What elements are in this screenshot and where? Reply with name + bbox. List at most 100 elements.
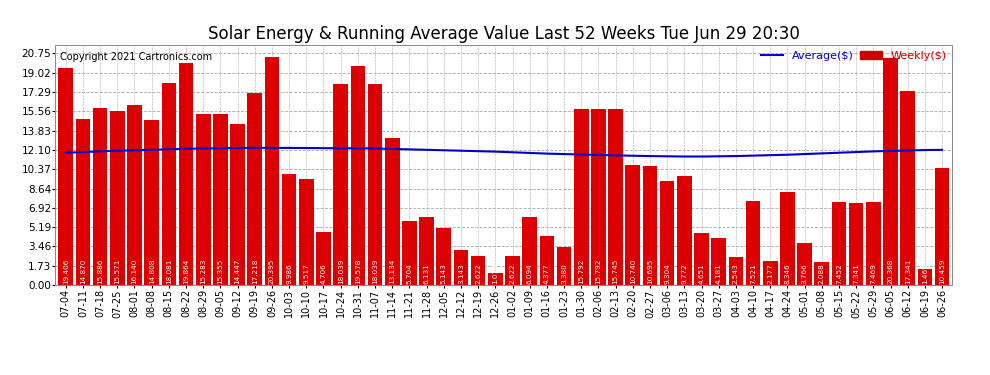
Bar — [334, 84, 347, 285]
Text: 5.704: 5.704 — [407, 263, 413, 284]
Bar — [213, 114, 228, 285]
Text: 14.808: 14.808 — [148, 259, 154, 284]
Bar — [471, 256, 485, 285]
Text: 1.469: 1.469 — [922, 263, 928, 284]
Bar — [712, 238, 726, 285]
Text: 2.622: 2.622 — [475, 263, 481, 284]
Text: 3.380: 3.380 — [561, 263, 567, 284]
Bar — [93, 108, 108, 285]
Bar — [505, 256, 520, 285]
Text: Copyright 2021 Cartronics.com: Copyright 2021 Cartronics.com — [60, 52, 212, 62]
Text: 9.304: 9.304 — [664, 263, 670, 284]
Bar — [883, 58, 898, 285]
Bar — [523, 217, 537, 285]
Bar — [453, 250, 468, 285]
Text: 7.452: 7.452 — [836, 263, 842, 284]
Text: 15.283: 15.283 — [200, 259, 206, 284]
Bar — [848, 203, 863, 285]
Text: 3.766: 3.766 — [802, 263, 808, 284]
Text: 19.406: 19.406 — [62, 259, 68, 284]
Text: 18.039: 18.039 — [372, 259, 378, 284]
Text: 4.377: 4.377 — [544, 263, 549, 284]
Text: 7.469: 7.469 — [870, 263, 876, 284]
Bar — [299, 179, 314, 285]
Bar — [574, 109, 588, 285]
Text: 20.395: 20.395 — [269, 259, 275, 284]
Text: 19.864: 19.864 — [183, 259, 189, 284]
Bar — [677, 176, 692, 285]
Bar — [248, 93, 262, 285]
Bar — [282, 174, 296, 285]
Bar — [745, 201, 760, 285]
Text: 7.341: 7.341 — [853, 263, 859, 284]
Bar — [608, 109, 623, 285]
Bar — [935, 168, 949, 285]
Text: 18.039: 18.039 — [338, 259, 344, 284]
Bar — [350, 66, 365, 285]
Text: 13.134: 13.134 — [389, 259, 395, 284]
Bar — [591, 109, 606, 285]
Bar — [900, 92, 915, 285]
Legend: Average($), Weekly($): Average($), Weekly($) — [761, 51, 946, 61]
Text: 18.081: 18.081 — [166, 259, 172, 284]
Text: 15.745: 15.745 — [613, 259, 619, 284]
Bar — [643, 166, 657, 285]
Bar — [626, 165, 641, 285]
Text: 20.368: 20.368 — [887, 259, 894, 284]
Bar — [540, 236, 554, 285]
Bar — [763, 261, 777, 285]
Text: 9.772: 9.772 — [681, 263, 687, 284]
Text: 2.622: 2.622 — [510, 263, 516, 284]
Bar — [832, 202, 846, 285]
Bar — [780, 192, 795, 285]
Text: 2.088: 2.088 — [819, 263, 825, 284]
Text: 14.447: 14.447 — [235, 259, 241, 284]
Bar — [75, 119, 90, 285]
Text: 17.341: 17.341 — [905, 259, 911, 284]
Text: 15.571: 15.571 — [114, 259, 121, 284]
Bar — [420, 216, 434, 285]
Text: 15.792: 15.792 — [578, 259, 584, 284]
Bar — [556, 247, 571, 285]
Text: 8.346: 8.346 — [784, 263, 790, 284]
Bar — [866, 202, 881, 285]
Bar — [145, 120, 159, 285]
Text: 2.543: 2.543 — [733, 263, 739, 284]
Bar — [660, 181, 674, 285]
Bar — [385, 138, 400, 285]
Bar — [694, 233, 709, 285]
Text: 5.143: 5.143 — [441, 263, 446, 284]
Text: 2.177: 2.177 — [767, 263, 773, 284]
Bar — [367, 84, 382, 285]
Text: 14.870: 14.870 — [80, 259, 86, 284]
Text: 10.695: 10.695 — [646, 259, 653, 284]
Text: 9.986: 9.986 — [286, 263, 292, 284]
Text: 9.517: 9.517 — [303, 263, 309, 284]
Bar — [110, 111, 125, 285]
Text: 1.079: 1.079 — [492, 263, 498, 284]
Title: Solar Energy & Running Average Value Last 52 Weeks Tue Jun 29 20:30: Solar Energy & Running Average Value Las… — [208, 26, 800, 44]
Text: 7.521: 7.521 — [750, 263, 756, 284]
Bar — [815, 262, 829, 285]
Bar — [729, 256, 743, 285]
Bar — [58, 68, 73, 285]
Text: 4.651: 4.651 — [699, 263, 705, 284]
Bar — [127, 105, 142, 285]
Text: 15.792: 15.792 — [595, 259, 601, 284]
Text: 6.131: 6.131 — [424, 263, 430, 284]
Text: 4.181: 4.181 — [716, 263, 722, 284]
Text: 15.355: 15.355 — [218, 259, 224, 284]
Text: 16.140: 16.140 — [132, 259, 138, 284]
Bar — [196, 114, 211, 285]
Text: 15.886: 15.886 — [97, 259, 103, 284]
Bar — [918, 268, 933, 285]
Text: 4.706: 4.706 — [321, 263, 327, 284]
Bar — [797, 243, 812, 285]
Bar — [437, 228, 451, 285]
Bar — [316, 232, 331, 285]
Bar — [161, 83, 176, 285]
Text: 10.740: 10.740 — [630, 259, 636, 284]
Bar — [488, 273, 503, 285]
Text: 3.143: 3.143 — [458, 263, 464, 284]
Bar — [402, 221, 417, 285]
